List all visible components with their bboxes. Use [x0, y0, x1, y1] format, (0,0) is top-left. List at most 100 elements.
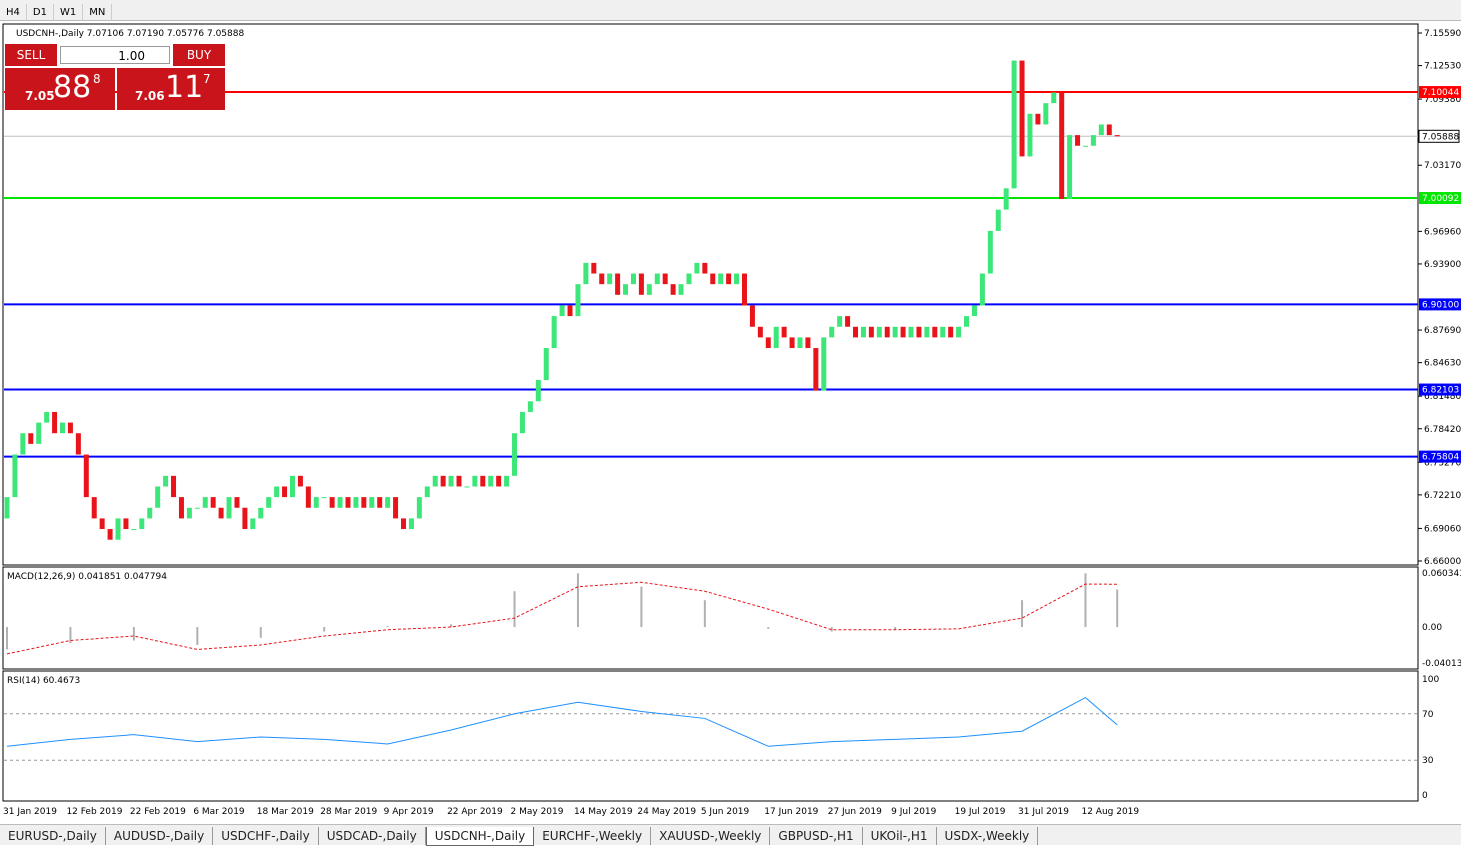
candle-body	[607, 273, 613, 285]
candle-body	[527, 401, 533, 412]
symbol-tab[interactable]: USDCHF-,Daily	[213, 827, 319, 845]
buy-point: 7	[203, 72, 211, 86]
candle-body	[163, 475, 169, 487]
price-label: 6.87690	[1424, 326, 1461, 336]
candle-body	[416, 497, 422, 519]
candle-body	[194, 507, 200, 509]
candle-body	[448, 475, 454, 487]
candle-body	[202, 497, 208, 508]
symbol-tab[interactable]: GBPUSD-,H1	[770, 827, 863, 845]
candle-body	[710, 273, 716, 285]
candle-body	[186, 507, 192, 519]
candle-body	[369, 497, 375, 508]
candle-body	[218, 507, 224, 519]
timeframe-button[interactable]: H4	[0, 4, 27, 21]
candle-body	[345, 497, 351, 508]
buy-button[interactable]: BUY	[173, 44, 225, 66]
main-frame	[2, 23, 1419, 566]
candle-body	[932, 326, 938, 338]
candle-body	[480, 475, 486, 487]
candle-body	[337, 497, 343, 508]
rsi-axis-label: 30	[1422, 756, 1434, 766]
candle-body	[924, 326, 930, 338]
level-label: 6.75804	[1422, 453, 1459, 463]
candle-body	[1003, 188, 1009, 210]
sell-price[interactable]: 7.05 88 8	[5, 68, 115, 110]
timeframe-button[interactable]: MN	[83, 4, 113, 21]
macd-axis-label: 0.00	[1422, 623, 1442, 633]
candle-body	[623, 284, 629, 295]
price-label: 7.03170	[1424, 161, 1461, 171]
buy-price[interactable]: 7.06 11 7	[117, 68, 225, 110]
timeframe-button[interactable]: W1	[54, 4, 84, 21]
candle-body	[67, 422, 73, 434]
candle-body	[615, 273, 621, 295]
candle-body	[876, 326, 882, 338]
level-label: 7.10044	[1422, 88, 1459, 98]
chart: USDCNH-,Daily 7.07106 7.07190 7.05776 7.…	[2, 23, 1461, 817]
candle-body	[115, 518, 121, 540]
symbol-tab[interactable]: AUDUSD-,Daily	[106, 827, 214, 845]
candle-body	[242, 507, 248, 530]
symbol-tab[interactable]: XAUUSD-,Weekly	[651, 827, 771, 845]
candle-body	[329, 497, 335, 508]
date-label: 24 May 2019	[637, 807, 696, 817]
candle-body	[44, 411, 50, 423]
level-label: 6.82103	[1422, 386, 1459, 396]
candle-body	[504, 475, 510, 487]
date-label: 9 Jul 2019	[891, 807, 936, 817]
candle-body	[147, 507, 153, 519]
candle-body	[884, 326, 890, 338]
candle-body	[916, 326, 922, 338]
rsi-axis-label: 0	[1422, 791, 1428, 801]
candle-body	[313, 497, 319, 508]
candle-body	[829, 326, 835, 338]
symbol-tab[interactable]: USDCNH-,Daily	[425, 827, 535, 846]
date-label: 18 Mar 2019	[257, 807, 314, 817]
date-label: 22 Apr 2019	[447, 807, 503, 817]
rsi-axis-label: 100	[1422, 675, 1439, 685]
price-label: 7.15590	[1424, 29, 1461, 39]
candle-body	[1043, 103, 1049, 125]
macd-axis-label: -0.040136	[1422, 659, 1461, 669]
symbol-tab[interactable]: EURCHF-,Weekly	[534, 827, 652, 845]
timeframe-button[interactable]: D1	[27, 4, 54, 21]
macd-label: MACD(12,26,9) 0.041851 0.047794	[7, 572, 167, 582]
candle-body	[718, 273, 724, 285]
candle-body	[36, 422, 42, 444]
date-label: 12 Aug 2019	[1081, 807, 1139, 817]
macd-frame	[2, 566, 1419, 670]
candle-body	[908, 326, 914, 338]
candle-body	[4, 497, 10, 519]
price-label: 6.93900	[1424, 260, 1461, 270]
symbol-tab[interactable]: UKOil-,H1	[863, 827, 937, 845]
candle-body	[258, 507, 264, 519]
candle-body	[472, 475, 478, 487]
date-label: 12 Feb 2019	[66, 807, 122, 817]
current-price-label: 7.05888	[1422, 132, 1459, 142]
candle-body	[464, 486, 470, 488]
candle-body	[123, 518, 129, 530]
candle-body	[20, 433, 26, 455]
candle-body	[662, 273, 668, 285]
candle-body	[559, 305, 565, 317]
candle-body	[12, 454, 18, 498]
candle-body	[995, 209, 1001, 231]
candle-body	[654, 273, 660, 285]
rsi-axis-label: 70	[1422, 710, 1434, 720]
candle-body	[488, 475, 494, 487]
candle-body	[686, 273, 692, 285]
candle-body	[789, 337, 795, 349]
candle-body	[575, 284, 581, 317]
lot-input[interactable]: 1.00	[60, 46, 170, 64]
symbol-tab[interactable]: USDX-,Weekly	[937, 827, 1039, 845]
sell-button[interactable]: SELL	[5, 44, 57, 66]
candle-body	[408, 518, 414, 530]
date-label: 31 Jul 2019	[1018, 807, 1069, 817]
level-label: 6.90100	[1422, 300, 1459, 310]
trade-panel: SELL 1.00 BUY 7.05 88 8 7.06 11 7	[5, 44, 225, 110]
candle-body	[305, 486, 311, 508]
symbol-tab[interactable]: USDCAD-,Daily	[319, 827, 426, 845]
symbol-tab[interactable]: EURUSD-,Daily	[0, 827, 106, 845]
candle-body	[401, 518, 406, 530]
